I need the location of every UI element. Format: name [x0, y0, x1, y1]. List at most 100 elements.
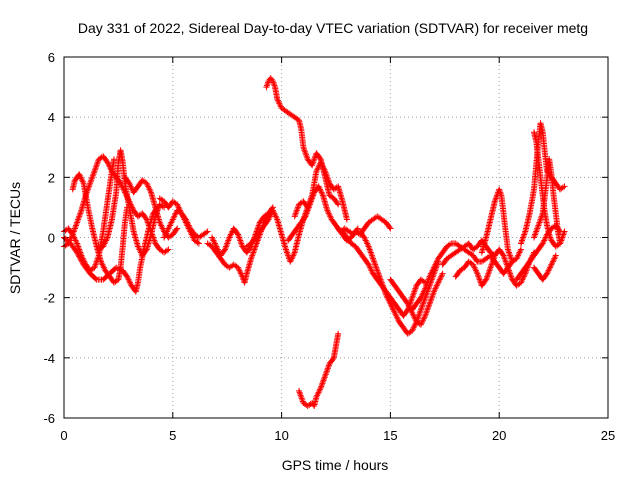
- data-point: [335, 201, 342, 208]
- data-point: [296, 387, 304, 399]
- data-point: [430, 257, 441, 271]
- data-point: [452, 247, 462, 256]
- x-tick-label: 5: [169, 428, 176, 443]
- data-point: [439, 270, 446, 277]
- data-point: [100, 153, 110, 165]
- data-point: [544, 263, 554, 277]
- data-point: [500, 210, 509, 233]
- chart-title: Day 331 of 2022, Sidereal Day-to-day VTE…: [78, 20, 588, 36]
- data-point: [470, 252, 480, 264]
- data-point: [465, 249, 475, 258]
- data-point: [217, 255, 228, 267]
- data-point: [552, 252, 559, 259]
- data-point: [435, 250, 445, 262]
- data-point: [343, 216, 350, 223]
- data-point: [513, 248, 524, 262]
- data-point: [383, 219, 393, 231]
- data-point: [104, 159, 115, 173]
- series-s12: [263, 75, 342, 208]
- series-s6: [121, 174, 181, 241]
- x-tick-labels: 0 5 10 15 20 25: [60, 428, 615, 443]
- data-point: [187, 228, 197, 242]
- series-s28: [531, 252, 559, 283]
- data-point: [548, 254, 559, 268]
- data-point: [413, 318, 423, 327]
- series-s8: [161, 207, 202, 247]
- data-point: [478, 256, 488, 265]
- data-point: [518, 230, 528, 247]
- data-point: [561, 228, 568, 235]
- data-point: [409, 301, 419, 313]
- data-point: [531, 163, 539, 193]
- data-point: [126, 204, 137, 233]
- data-point: [95, 244, 105, 253]
- data-point: [291, 233, 302, 256]
- data-point: [113, 264, 125, 273]
- data-point: [548, 171, 557, 197]
- data-point: [518, 272, 528, 286]
- data-point: [452, 268, 463, 280]
- data-point: [256, 223, 267, 235]
- data-point: [526, 253, 537, 265]
- data-point: [396, 318, 406, 330]
- data-point: [539, 271, 550, 283]
- y-tick-label: -6: [43, 411, 55, 426]
- data-point: [148, 189, 158, 209]
- data-point: [365, 217, 375, 226]
- series-s14: [285, 183, 361, 244]
- data-point: [200, 229, 210, 238]
- data-point: [289, 226, 299, 238]
- data-point: [135, 266, 143, 286]
- data-point: [156, 195, 166, 204]
- data-point: [130, 184, 141, 196]
- data-point: [141, 227, 152, 250]
- x-tick-label: 0: [60, 428, 67, 443]
- data-point: [100, 236, 110, 250]
- data-point: [80, 261, 93, 276]
- data-point: [330, 195, 341, 207]
- data-point: [98, 258, 108, 273]
- data-point: [104, 169, 115, 205]
- data-point: [274, 96, 284, 110]
- data-point: [502, 228, 511, 251]
- data-point: [326, 356, 336, 367]
- data-point: [548, 223, 558, 232]
- data-point: [165, 218, 176, 232]
- data-point: [444, 253, 453, 262]
- data-point: [195, 232, 205, 241]
- data-point: [169, 198, 179, 207]
- data-point: [356, 249, 367, 261]
- data-point: [298, 393, 306, 405]
- data-point: [269, 78, 278, 89]
- data-point: [561, 183, 568, 190]
- data-point: [439, 244, 450, 256]
- data-point: [139, 177, 149, 186]
- data-point: [315, 183, 326, 197]
- data-point: [330, 184, 340, 193]
- data-point: [487, 249, 497, 258]
- data-point: [356, 228, 367, 240]
- x-axis-label: GPS time / hours: [282, 457, 389, 473]
- data-point: [87, 169, 97, 187]
- data-point: [274, 216, 285, 236]
- data-point: [430, 281, 441, 295]
- data-point: [243, 241, 253, 250]
- data-point: [552, 241, 562, 250]
- data-point: [209, 243, 219, 255]
- data-point: [478, 277, 489, 289]
- data-point: [539, 129, 548, 155]
- data-point: [156, 201, 166, 210]
- data-point: [298, 214, 308, 226]
- data-point: [417, 287, 428, 301]
- data-point: [341, 225, 351, 234]
- data-point: [283, 108, 292, 117]
- data-point: [204, 228, 211, 235]
- data-point: [243, 244, 254, 256]
- series-s15: [296, 330, 342, 409]
- data-point: [230, 225, 241, 237]
- data-point: [161, 247, 170, 256]
- data-point: [291, 114, 301, 123]
- data-points: [61, 75, 568, 409]
- data-point: [339, 198, 350, 221]
